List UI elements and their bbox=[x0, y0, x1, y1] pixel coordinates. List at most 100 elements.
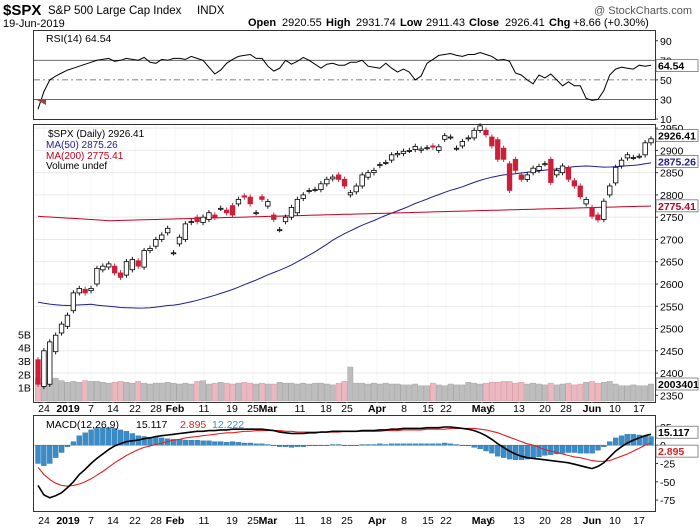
x-tick-label: Feb bbox=[166, 403, 185, 415]
macd-hist-bar bbox=[577, 445, 583, 454]
volume-bar bbox=[542, 384, 548, 402]
volume-bar bbox=[200, 380, 206, 402]
volume-bar bbox=[294, 383, 301, 402]
volume-ytick-2B: 2B bbox=[18, 369, 31, 381]
volume-bar bbox=[135, 381, 142, 402]
candle-body bbox=[200, 216, 206, 223]
macd-hist-bar bbox=[406, 443, 413, 446]
ma50-value-tag-box bbox=[655, 155, 699, 168]
volume-bar bbox=[64, 382, 71, 402]
price-ytick-2550: 2550 bbox=[660, 301, 684, 313]
macd-hist-bar bbox=[324, 445, 330, 446]
candle-body bbox=[536, 165, 542, 171]
macd-hist-bar bbox=[341, 445, 348, 446]
volume-bar bbox=[559, 383, 566, 402]
volume-bar bbox=[282, 382, 289, 402]
macd-hist-bar bbox=[371, 444, 377, 446]
x-tick-label: 20 bbox=[539, 403, 551, 415]
candle-body bbox=[418, 148, 424, 151]
volume-bar bbox=[353, 382, 360, 402]
macd-hist-bar bbox=[648, 436, 654, 446]
macd-hist-bar bbox=[194, 439, 200, 446]
volume-ytick-1B: 1B bbox=[18, 383, 31, 395]
macd-hist-bar bbox=[430, 443, 436, 446]
volume-bar bbox=[453, 384, 460, 402]
macd-hist-bar bbox=[318, 445, 324, 446]
x-tick-label: 11 bbox=[199, 515, 210, 527]
macd-hist-bar bbox=[200, 440, 206, 446]
candle-body bbox=[135, 260, 141, 267]
candle-body bbox=[565, 167, 572, 180]
macd-legend-hist: 12.222 bbox=[212, 419, 244, 431]
volume-bar bbox=[241, 382, 248, 402]
volume-bar bbox=[158, 382, 165, 402]
x-tick-label: 15 bbox=[422, 403, 434, 415]
macd-hist-bar bbox=[595, 445, 601, 451]
macd-hist-bar bbox=[76, 435, 82, 446]
price-ytick-2900: 2900 bbox=[660, 145, 684, 157]
candle-body bbox=[253, 212, 259, 215]
x-tick-label: 19 bbox=[226, 515, 238, 527]
candle-body bbox=[300, 194, 306, 199]
close-price-tag: 2926.41 bbox=[658, 131, 696, 143]
candle-body bbox=[335, 174, 342, 180]
volume-bar bbox=[583, 382, 590, 402]
candle-body bbox=[106, 263, 112, 268]
volume-bar bbox=[335, 382, 342, 402]
macd-hist-bar bbox=[477, 445, 483, 450]
volume-bar bbox=[111, 382, 118, 402]
volume-bar bbox=[270, 383, 277, 402]
candle-body bbox=[383, 161, 389, 164]
candle-body bbox=[500, 147, 507, 160]
macd-hist-bar bbox=[265, 444, 271, 446]
x-tick-label: 22 bbox=[440, 403, 452, 415]
candle-body bbox=[530, 167, 536, 174]
volume-bar bbox=[388, 383, 395, 402]
macd-legend-label: MACD(12,26,9) bbox=[46, 419, 119, 431]
volume-bar bbox=[571, 384, 578, 402]
x-tick-label: 11 bbox=[295, 515, 306, 527]
volume-bar bbox=[247, 382, 254, 402]
macd-hist-bar bbox=[141, 436, 147, 446]
macd-hist-bar bbox=[442, 442, 448, 446]
candle-body bbox=[577, 185, 583, 198]
macd-hist-bar bbox=[123, 431, 130, 446]
volume-bar bbox=[123, 382, 130, 402]
volume-bar bbox=[99, 382, 106, 402]
macd-hist-bar bbox=[176, 439, 183, 446]
macd-hist-bar bbox=[424, 443, 430, 446]
candle-body bbox=[353, 185, 359, 193]
rsi-ytick-10: 10 bbox=[660, 114, 672, 126]
x-tick-label: 25 bbox=[247, 515, 259, 527]
x-tick-label: 22 bbox=[440, 515, 452, 527]
x-tick-label: 6 bbox=[489, 515, 495, 527]
macd-hist-bar bbox=[253, 443, 259, 446]
candle-body bbox=[129, 259, 136, 271]
macd-hist-bar bbox=[64, 445, 71, 447]
candle-body bbox=[341, 178, 348, 187]
candle-body bbox=[206, 212, 212, 220]
volume-bar bbox=[182, 382, 189, 402]
volume-bar bbox=[441, 385, 448, 402]
low-value: 2911.43 bbox=[426, 17, 465, 29]
candle-body bbox=[241, 195, 248, 198]
volume-bar bbox=[347, 366, 354, 402]
macd-hist-bar bbox=[559, 445, 566, 454]
macd-hist-bar bbox=[636, 434, 642, 446]
volume-bar bbox=[524, 383, 531, 402]
x-tick-label: Feb bbox=[166, 515, 185, 527]
macd-hist-bar bbox=[589, 445, 595, 454]
rsi-value-tag-box bbox=[655, 59, 699, 72]
x-tick-label: 20 bbox=[539, 515, 551, 527]
candle-body bbox=[112, 265, 118, 274]
macd-hist-bar bbox=[453, 444, 460, 446]
x-tick-label: 25 bbox=[341, 515, 353, 527]
macd-hist-bar bbox=[330, 444, 336, 446]
macd-value-tag: 15.117 bbox=[658, 427, 690, 439]
macd-hist-bar bbox=[607, 441, 613, 446]
volume-bar bbox=[636, 385, 643, 402]
candle-body bbox=[259, 196, 265, 200]
candle-body bbox=[518, 174, 524, 180]
volume-bar bbox=[70, 381, 77, 402]
x-tick-label: 24 bbox=[38, 403, 50, 415]
